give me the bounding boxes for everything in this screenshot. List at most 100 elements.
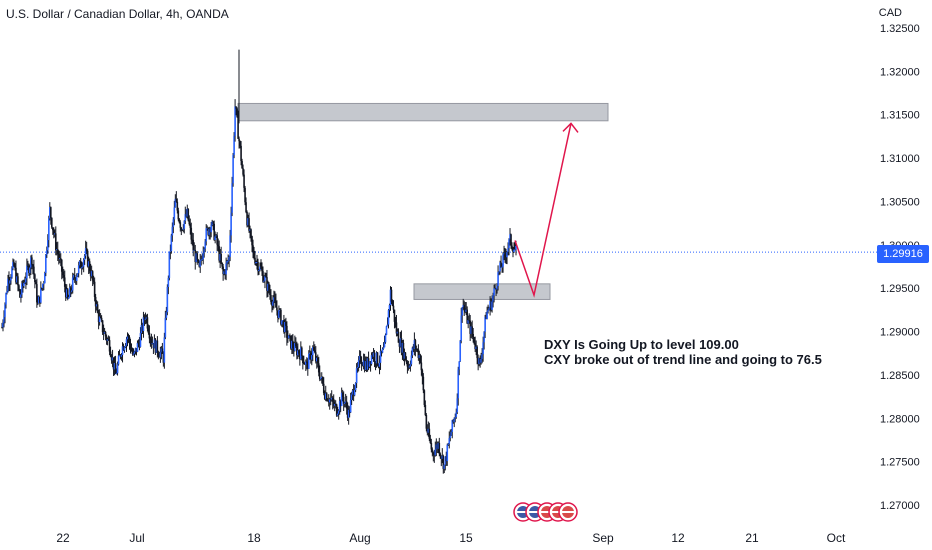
price-zone[interactable] bbox=[413, 283, 551, 300]
candle-body bbox=[475, 346, 477, 350]
candle-body bbox=[167, 277, 170, 287]
candle-body bbox=[118, 355, 121, 357]
candle-body bbox=[413, 340, 416, 350]
candle-body bbox=[284, 322, 286, 333]
candle-body bbox=[6, 291, 8, 294]
candle-body bbox=[437, 442, 440, 449]
candle-body bbox=[52, 230, 55, 235]
candle-body bbox=[304, 363, 306, 365]
candle-body bbox=[67, 297, 70, 299]
candle-body bbox=[362, 360, 365, 366]
x-tick-label: Oct bbox=[827, 531, 846, 545]
candle-body bbox=[32, 264, 34, 267]
candle-body bbox=[395, 322, 398, 334]
candle-body bbox=[361, 364, 364, 366]
candle-body bbox=[49, 207, 51, 219]
candle-body bbox=[7, 278, 9, 292]
candle-body bbox=[185, 214, 188, 217]
candle-body bbox=[26, 265, 28, 279]
candle-body bbox=[406, 362, 409, 367]
candle-body bbox=[33, 266, 35, 275]
economic-event-flag-icon[interactable] bbox=[558, 502, 578, 522]
candle-body bbox=[320, 376, 323, 379]
candle-body bbox=[141, 325, 144, 331]
candle-body bbox=[332, 401, 335, 406]
candle-body bbox=[433, 454, 436, 456]
candle-body bbox=[510, 234, 512, 246]
candle-body bbox=[75, 276, 78, 281]
candle-body bbox=[256, 261, 258, 263]
candle-body bbox=[120, 355, 123, 357]
candle-body bbox=[183, 220, 186, 229]
candle-body bbox=[206, 228, 209, 230]
candle-body bbox=[305, 361, 307, 365]
candle-body bbox=[385, 326, 388, 335]
candle-body bbox=[78, 260, 81, 266]
candle-body bbox=[472, 333, 474, 337]
candle-body bbox=[356, 367, 359, 369]
candle-body bbox=[230, 212, 232, 236]
candle-body bbox=[364, 361, 367, 370]
candle-body bbox=[211, 221, 213, 226]
candle-body bbox=[326, 400, 329, 402]
candle-body bbox=[159, 352, 162, 358]
candle-body bbox=[493, 288, 495, 296]
candle-body bbox=[144, 318, 147, 320]
candle-body bbox=[269, 291, 271, 295]
candle-body bbox=[306, 361, 308, 363]
y-tick-label: 1.32000 bbox=[880, 66, 920, 78]
x-tick-label: Sep bbox=[592, 531, 614, 545]
candle-body bbox=[509, 234, 511, 240]
candle-body bbox=[37, 302, 39, 304]
candle-body bbox=[290, 335, 292, 349]
candle-body bbox=[317, 363, 320, 373]
candle-body bbox=[334, 403, 337, 405]
candle-body bbox=[208, 228, 210, 235]
candle-body bbox=[449, 435, 452, 439]
candle-body bbox=[136, 342, 139, 352]
candle-body bbox=[85, 248, 88, 251]
candle-body bbox=[29, 267, 31, 274]
candle-body bbox=[465, 309, 467, 312]
candle-body bbox=[36, 284, 38, 303]
candle-body bbox=[366, 358, 369, 370]
candle-body bbox=[30, 257, 32, 268]
candle-body bbox=[140, 325, 143, 334]
candle-body bbox=[355, 368, 358, 384]
projection-path[interactable] bbox=[514, 123, 572, 298]
candles bbox=[1, 49, 517, 474]
axis-currency-label: CAD bbox=[878, 7, 902, 19]
analysis-note-line-2: CXY broke out of trend line and going to… bbox=[544, 352, 822, 367]
candle-body bbox=[242, 168, 244, 175]
candle-body bbox=[429, 438, 432, 443]
candle-body bbox=[100, 317, 103, 321]
candle-body bbox=[280, 309, 282, 325]
candle-body bbox=[422, 376, 425, 391]
candle-body bbox=[47, 240, 49, 251]
candle-body bbox=[338, 400, 341, 411]
candle-body bbox=[114, 362, 117, 374]
candle-body bbox=[360, 361, 363, 365]
candle-body bbox=[168, 251, 171, 278]
candle-body bbox=[163, 337, 166, 363]
candle-body bbox=[292, 340, 294, 349]
x-axis: 22 Jul 18 Aug 15 Sep 12 21 Oct bbox=[56, 531, 846, 545]
candle-body bbox=[439, 453, 442, 457]
price-zone[interactable] bbox=[237, 102, 609, 122]
candle-body bbox=[91, 271, 94, 281]
candle-body bbox=[410, 355, 413, 365]
projection-arrow bbox=[514, 122, 579, 298]
candle-body bbox=[354, 383, 357, 391]
candle-body bbox=[330, 397, 333, 400]
candle-body bbox=[499, 262, 501, 272]
candle-body bbox=[367, 358, 370, 367]
candle-body bbox=[16, 276, 18, 283]
candle-body bbox=[53, 233, 56, 235]
candle-body bbox=[302, 355, 304, 364]
candle-body bbox=[380, 350, 383, 353]
candle-body bbox=[455, 412, 458, 418]
candle-body bbox=[205, 228, 208, 242]
candle-body bbox=[110, 356, 113, 361]
candle-body bbox=[478, 358, 480, 364]
